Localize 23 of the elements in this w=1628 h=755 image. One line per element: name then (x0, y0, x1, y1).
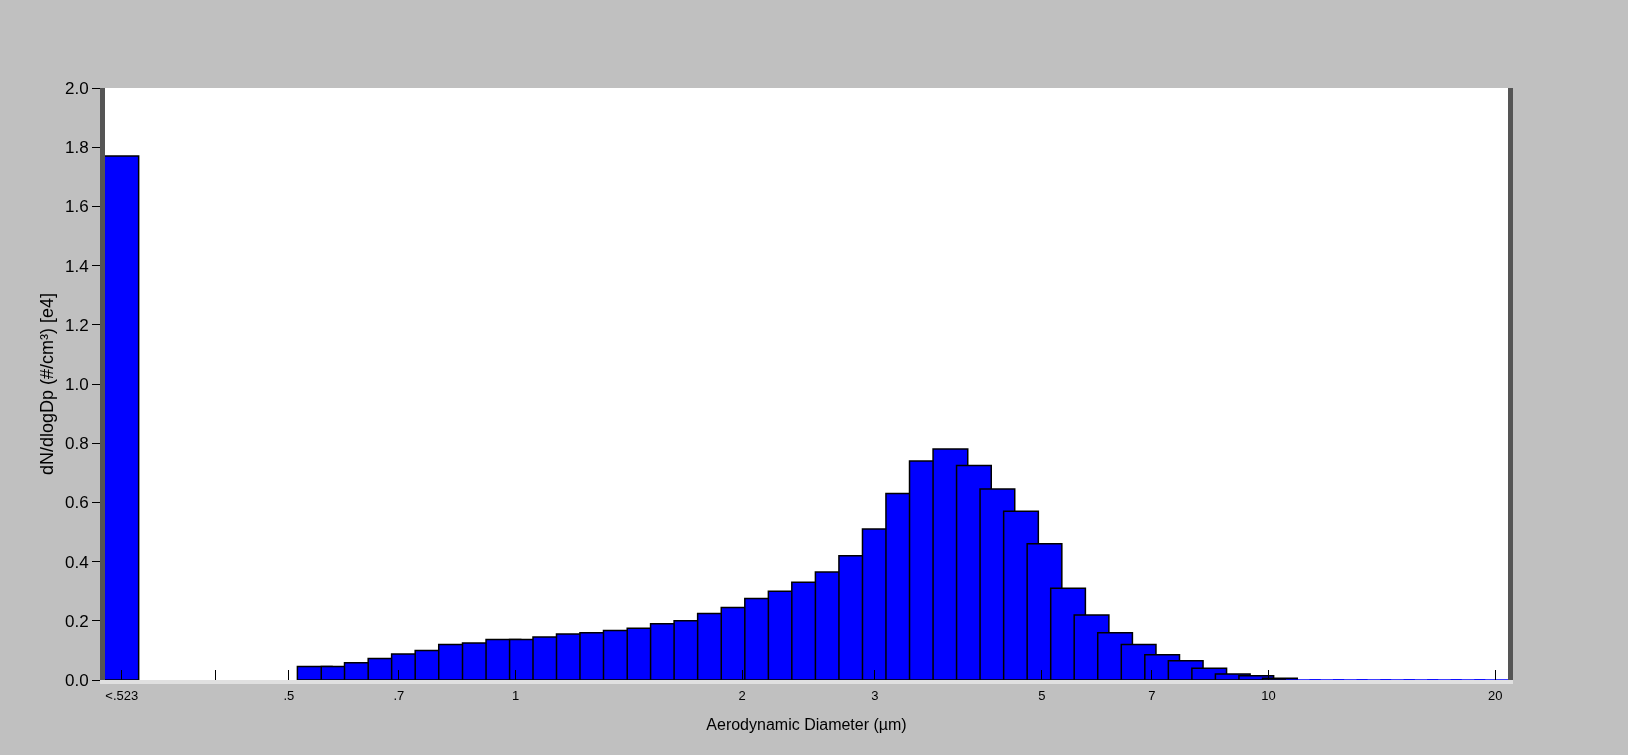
x-tick-label: 5 (1038, 687, 1046, 703)
y-tick-label: 1.6 (64, 197, 89, 217)
x-tick-label: .7 (393, 687, 405, 703)
x-axis-title: Aerodynamic Diameter (µm) (706, 715, 907, 733)
y-tick-label: 1.8 (64, 138, 89, 158)
x-tick-label: 3 (871, 687, 879, 703)
y-tick-label: 0.6 (64, 493, 89, 513)
y-tick-label: 1.2 (64, 315, 89, 335)
y-axis-title: dN/dlogDp (#/cm³) [e4] (37, 292, 58, 476)
y-tick-label: 1.0 (64, 374, 89, 394)
y-tick-label: 0.8 (64, 434, 89, 454)
x-tick-label: 10 (1261, 687, 1276, 703)
y-tick-label: 0.2 (64, 611, 89, 631)
x-tick-label: 7 (1148, 687, 1156, 703)
x-tick-label: <.523 (105, 687, 139, 703)
x-tick-label: 2 (738, 687, 746, 703)
x-tick-label: .5 (283, 687, 295, 703)
y-tick-label: 0.0 (64, 670, 89, 690)
x-tick-label: 1 (511, 687, 520, 703)
y-tick-label: 1.4 (64, 256, 89, 276)
x-tick-label: 20 (1487, 687, 1503, 703)
y-tick-label: 2.0 (64, 78, 89, 98)
y-tick-label: 0.4 (64, 552, 89, 572)
